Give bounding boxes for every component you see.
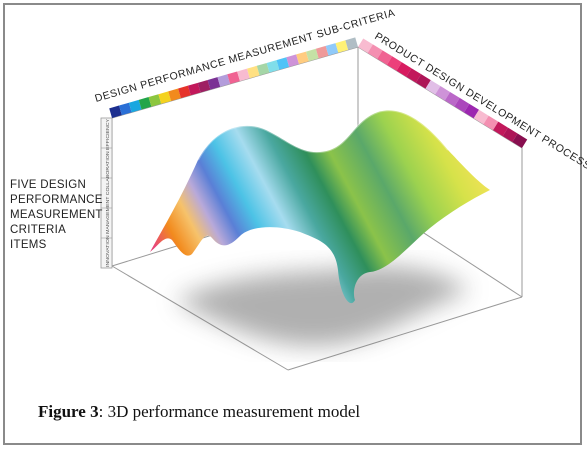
- color-swatch: [377, 50, 393, 65]
- color-swatch: [197, 79, 211, 93]
- color-swatch: [227, 71, 240, 84]
- color-swatch: [367, 44, 383, 59]
- left-axis-line: MEASUREMENT: [10, 209, 103, 221]
- caption-label: Figure 3: [38, 402, 99, 421]
- color-swatch: [358, 38, 373, 53]
- color-swatch: [483, 115, 499, 131]
- color-swatch: [415, 74, 431, 89]
- color-swatch: [315, 45, 329, 59]
- color-swatch: [276, 57, 290, 70]
- right-color-strip: [358, 38, 528, 148]
- color-swatch: [512, 133, 528, 148]
- color-swatch: [217, 74, 231, 87]
- color-swatch: [406, 68, 422, 83]
- color-swatch: [286, 54, 299, 67]
- vertical-scale: INNOVATION MANAGEMENT COLLABORATION EFFI…: [100, 117, 113, 269]
- color-swatch: [138, 97, 152, 110]
- top-axis-label: DESIGN PERFORMANCE MEASUREMENT SUB-CRITE…: [94, 7, 397, 105]
- caption-text: : 3D performance measurement model: [98, 402, 361, 421]
- color-swatch: [425, 80, 441, 95]
- color-swatch: [306, 48, 319, 62]
- color-swatch: [493, 121, 508, 137]
- color-swatch: [158, 91, 172, 104]
- color-swatch: [246, 65, 260, 79]
- figure-caption: Figure 3: 3D performance measurement mod…: [38, 402, 360, 422]
- color-swatch: [473, 109, 489, 125]
- performance-surface: [150, 110, 490, 304]
- color-swatch: [454, 97, 470, 113]
- color-swatch: [256, 62, 270, 76]
- left-axis-line: FIVE DESIGN: [10, 179, 87, 191]
- color-swatch: [168, 88, 181, 101]
- left-axis-label: FIVE DESIGN PERFORMANCE MEASUREMENT CRIT…: [10, 178, 103, 253]
- color-swatch: [296, 51, 309, 65]
- color-swatch: [148, 94, 162, 107]
- color-swatch: [128, 99, 142, 113]
- color-swatch: [502, 127, 518, 143]
- color-swatch: [386, 56, 402, 71]
- color-swatch: [435, 86, 451, 101]
- top-color-strip: [109, 37, 358, 118]
- color-swatch: [345, 37, 358, 50]
- color-swatch: [119, 102, 132, 116]
- surface-shadow: [175, 266, 470, 346]
- color-swatch: [396, 62, 412, 77]
- color-swatch: [444, 91, 460, 107]
- left-axis-line: CRITERIA ITEMS: [10, 224, 66, 251]
- color-swatch: [178, 85, 191, 99]
- color-swatch: [237, 68, 250, 82]
- color-swatch: [325, 43, 339, 56]
- color-swatch: [266, 60, 280, 73]
- left-axis-line: PERFORMANCE: [10, 194, 103, 206]
- color-swatch: [207, 77, 221, 90]
- color-swatch: [335, 40, 349, 53]
- color-swatch: [187, 82, 201, 96]
- color-swatch: [464, 103, 480, 119]
- color-swatch: [109, 105, 122, 118]
- surface-highlight: [197, 109, 449, 161]
- vertical-scale-label: INNOVATION MANAGEMENT COLLABORATION EFFI…: [105, 119, 110, 267]
